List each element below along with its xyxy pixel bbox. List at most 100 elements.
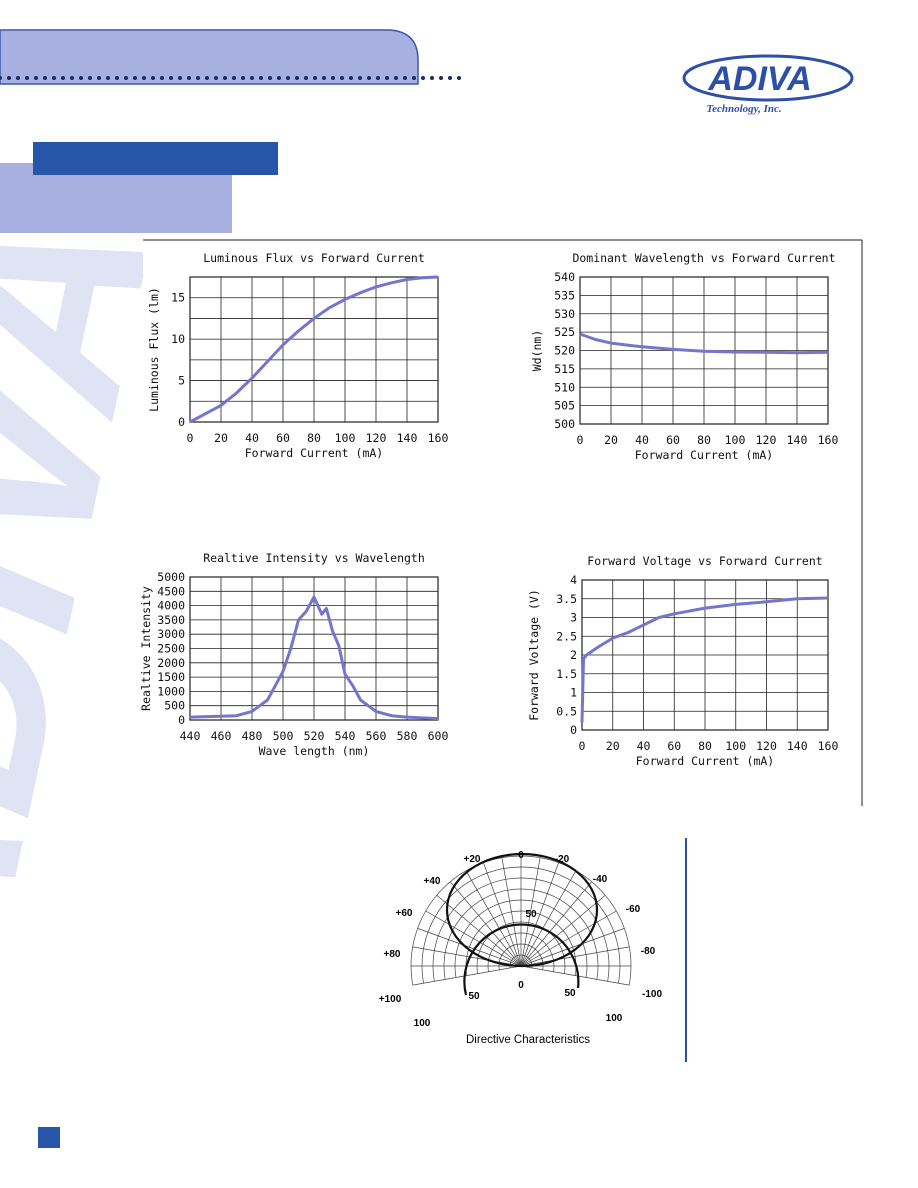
- y-tick-label: 3.5: [556, 592, 577, 606]
- radius-label: 100: [606, 1013, 623, 1024]
- x-tick-label: 160: [818, 433, 839, 447]
- x-tick-label: 140: [787, 739, 808, 753]
- angle-label: -100: [642, 989, 662, 1000]
- x-tick-label: 20: [604, 433, 618, 447]
- y-tick-label: 0: [178, 415, 185, 429]
- polar-spoke: [520, 870, 577, 967]
- y-tick-label: 0: [570, 723, 577, 737]
- y-tick-label: 530: [554, 307, 575, 321]
- x-tick-label: 100: [725, 739, 746, 753]
- angle-label: 0: [518, 850, 524, 861]
- polar-spoke: [520, 910, 617, 967]
- y-tick-label: 535: [554, 288, 575, 302]
- x-axis-label: Forward Current (mA): [245, 446, 383, 460]
- section-bar: [33, 142, 278, 175]
- y-tick-label: 10: [171, 332, 185, 346]
- page-marker: [38, 1127, 60, 1148]
- x-tick-label: 80: [307, 431, 321, 445]
- y-tick-label: 520: [554, 344, 575, 358]
- polar-lobe: [463, 923, 580, 996]
- y-tick-label: 2.5: [556, 629, 577, 643]
- y-tick-label: 510: [554, 380, 575, 394]
- radius-label: 100: [414, 1018, 431, 1029]
- x-tick-label: 140: [397, 431, 418, 445]
- y-axis-label: Forward Voltage (V): [527, 589, 541, 721]
- y-tick-label: 505: [554, 399, 575, 413]
- polar-spoke: [483, 862, 522, 967]
- x-tick-label: 40: [635, 433, 649, 447]
- header-tab: [0, 29, 419, 85]
- x-tick-label: 40: [637, 739, 651, 753]
- polar-spoke: [436, 895, 522, 967]
- angle-label: +80: [384, 949, 401, 960]
- y-tick-label: 0: [178, 713, 185, 727]
- radius-label: 50: [525, 909, 537, 920]
- angle-label: +20: [464, 854, 481, 865]
- y-axis-label: Realtive Intensity: [139, 586, 153, 711]
- y-tick-label: 15: [171, 291, 185, 305]
- x-tick-label: 500: [273, 729, 294, 743]
- y-axis-label: Wd(nm): [530, 330, 544, 372]
- x-tick-label: 100: [335, 431, 356, 445]
- data-line: [580, 596, 829, 723]
- x-tick-label: 0: [579, 739, 586, 753]
- y-tick-label: 500: [554, 417, 575, 431]
- chart-title: Realtive Intensity vs Wavelength: [203, 551, 425, 565]
- angle-label: -60: [626, 904, 641, 915]
- x-tick-label: 120: [756, 739, 777, 753]
- x-tick-label: 20: [214, 431, 228, 445]
- logo-swoosh: [682, 54, 854, 102]
- polar-spoke: [520, 965, 630, 986]
- polar-spoke: [520, 862, 559, 967]
- x-tick-label: 80: [697, 433, 711, 447]
- y-tick-label: 1000: [157, 684, 185, 698]
- x-tick-label: 560: [366, 729, 387, 743]
- x-tick-label: 140: [787, 433, 808, 447]
- angle-label: +100: [379, 994, 402, 1005]
- y-tick-label: 5: [178, 374, 185, 388]
- chart-title: Forward Voltage vs Forward Current: [587, 554, 822, 568]
- y-tick-label: 500: [164, 699, 185, 713]
- x-tick-label: 100: [725, 433, 746, 447]
- y-tick-label: 4500: [157, 584, 185, 598]
- polar-spoke: [412, 946, 522, 967]
- polar-spoke: [520, 895, 606, 967]
- polar-spoke: [520, 946, 630, 967]
- x-axis-label: Forward Current (mA): [636, 754, 774, 768]
- x-tick-label: 480: [242, 729, 263, 743]
- angle-label: -40: [593, 874, 608, 885]
- x-tick-label: 120: [366, 431, 387, 445]
- y-tick-label: 4000: [157, 599, 185, 613]
- polar-spoke: [501, 857, 522, 967]
- x-tick-label: 460: [211, 729, 232, 743]
- y-tick-label: 3: [570, 611, 577, 625]
- angle-label: -20: [555, 854, 570, 865]
- x-tick-label: 600: [428, 729, 449, 743]
- y-tick-label: 1: [570, 686, 577, 700]
- y-tick-label: 4: [570, 573, 577, 587]
- y-tick-label: 5000: [157, 570, 185, 584]
- y-tick-label: 3500: [157, 613, 185, 627]
- polar-spoke: [465, 870, 522, 967]
- polar-lobe: [445, 852, 599, 968]
- x-tick-label: 540: [335, 729, 356, 743]
- x-tick-label: 80: [698, 739, 712, 753]
- x-tick-label: 60: [276, 431, 290, 445]
- x-tick-label: 20: [606, 739, 620, 753]
- x-tick-label: 160: [428, 431, 449, 445]
- y-tick-label: 1500: [157, 670, 185, 684]
- y-tick-label: 540: [554, 270, 575, 284]
- x-tick-label: 520: [304, 729, 325, 743]
- x-tick-label: 0: [577, 433, 584, 447]
- y-tick-label: 3000: [157, 627, 185, 641]
- polar-spoke: [425, 910, 522, 967]
- polar-spoke: [520, 928, 625, 967]
- y-tick-label: 2000: [157, 656, 185, 670]
- logo-name: ADIVA: [707, 60, 811, 98]
- y-tick-label: 2500: [157, 642, 185, 656]
- data-line: [579, 332, 829, 355]
- x-axis-label: Forward Current (mA): [635, 448, 773, 462]
- x-tick-label: 40: [245, 431, 259, 445]
